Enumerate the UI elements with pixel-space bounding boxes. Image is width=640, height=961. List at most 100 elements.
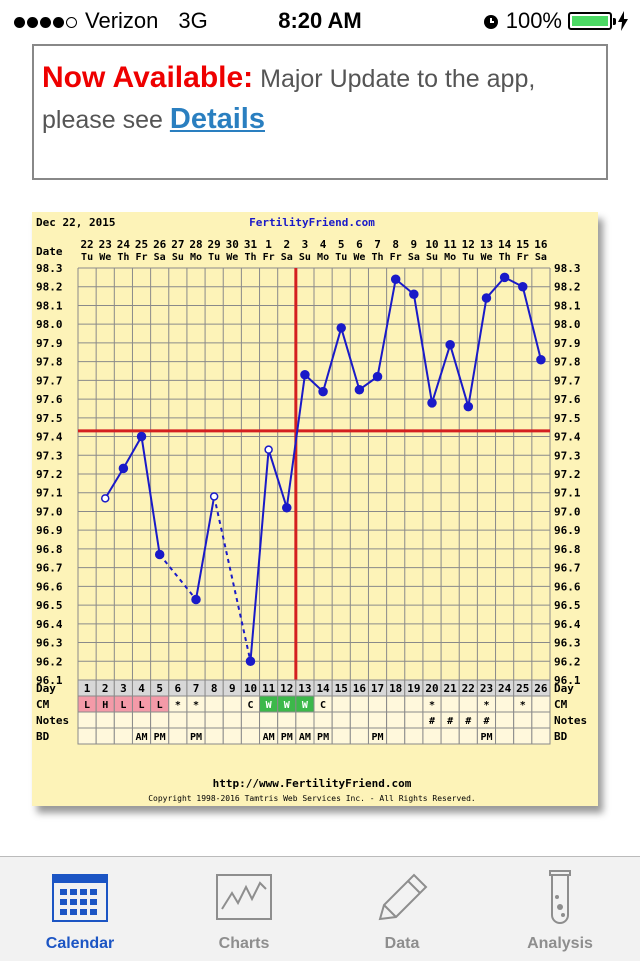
y-tick-right: 96.2 [554,655,581,668]
notes-cell-box [513,711,533,729]
notes-cell-box [404,711,424,729]
bd-cell-box [77,727,97,745]
day-cell: 23 [480,682,493,695]
temp-line-segment [431,344,452,404]
day-cell: 11 [262,682,276,695]
cm-cell: * [520,700,526,711]
tab-charts[interactable]: Charts [164,857,324,961]
row-label-right: Day [554,682,574,695]
y-tick-left: 96.8 [36,543,63,556]
y-tick-left: 96.7 [36,562,63,575]
temp-line-segment [195,496,216,600]
temp-point [318,386,328,397]
date-label: 29 [208,238,221,251]
cm-cell-box [531,695,551,713]
temp-point [245,656,256,667]
details-link[interactable]: Details [169,103,265,135]
date-label: 6 [356,238,363,251]
date-label: 8 [392,238,399,251]
copyright-text: Copyright 1998-2016 Tamtris Web Services… [148,794,476,803]
notes-cell-box [186,711,206,729]
chart-header-site: FertilityFriend.com [249,216,375,229]
temp-line-segment [322,327,343,392]
bd-cell-box [404,727,424,745]
cm-cell: L [157,700,163,711]
temp-line-segment [122,436,143,469]
bd-cell-box [440,727,460,745]
y-tick-right: 96.3 [554,637,581,650]
cm-cell: * [175,700,181,711]
notes-cell-box [367,711,388,729]
day-cell: 17 [371,682,384,695]
fertility-chart[interactable]: Dec 22, 2015 FertilityFriend.com Date 22 Tu 2… [32,212,598,806]
bd-cell-box [168,727,188,745]
day-cell: 10 [244,682,257,695]
temp-point [209,492,219,501]
date-label: 1 [265,238,272,251]
temp-line-segment [104,467,125,499]
date-label: 25 [135,238,148,251]
weekday-label: Su [299,252,311,263]
notes-cell-box [150,711,170,729]
day-cell: 20 [425,682,438,695]
bd-cell-box [513,727,533,745]
tab-analysis[interactable]: Analysis [480,857,640,961]
weekday-label: We [226,252,238,263]
cm-cell-box [495,695,515,713]
y-tick-right: 97.6 [554,393,581,406]
weekday-label: We [99,252,111,263]
weekday-label: We [480,252,492,263]
y-tick-left: 96.1 [36,674,63,687]
y-tick-left: 98.2 [36,281,63,294]
day-cell: 18 [389,682,402,695]
temp-point [499,272,510,283]
day-cell: 1 [84,682,91,695]
notes-cell: # [465,716,471,727]
y-tick-right: 98.0 [554,318,581,331]
bd-cell: PM [372,732,384,743]
weekday-label: We [353,252,365,263]
day-cell: 6 [175,682,182,695]
temp-line-segment [521,286,542,361]
y-tick-left: 97.6 [36,393,63,406]
day-cell: 19 [407,682,420,695]
y-tick-left: 97.2 [36,468,63,481]
cm-cell: H [102,700,108,711]
date-label: 13 [480,238,493,251]
cm-cell: C [247,700,253,711]
date-label: 15 [516,238,529,251]
tab-data[interactable]: Data [322,857,482,961]
cm-cell-box [386,695,406,713]
date-label: 26 [153,238,167,251]
tab-calendar[interactable]: Calendar [0,857,160,961]
y-tick-right: 98.1 [554,299,581,312]
battery-icon [568,12,616,30]
alarm-icon [483,15,498,29]
temp-point [300,369,310,380]
date-label: 12 [462,238,475,251]
bd-cell: AM [299,732,311,743]
date-label: 2 [283,238,290,251]
y-tick-left: 97.1 [36,487,63,500]
temp-point [100,494,110,503]
temp-point [445,340,455,350]
notes-cell-box [95,711,115,729]
temp-point [136,431,147,442]
y-tick-left: 97.0 [36,505,63,518]
y-tick-right: 97.4 [554,431,581,444]
footer-url: http://www.FertilityFriend.com [213,777,412,790]
y-tick-left: 97.4 [36,431,63,444]
tab-charts-label: Charts [218,935,270,952]
bd-cell-box [331,727,351,745]
notes-cell: # [447,716,453,727]
weekday-label: Sa [154,252,166,263]
y-tick-right: 96.5 [554,599,581,612]
test-tube-icon [549,870,571,924]
notes-cell-box [204,711,224,729]
temp-line-segment [267,449,288,509]
notes-cell-box [531,711,551,729]
y-tick-right: 97.0 [554,505,581,518]
notes-cell-box [277,711,297,729]
battery-area: 100% [482,8,628,34]
temp-point [118,463,129,474]
